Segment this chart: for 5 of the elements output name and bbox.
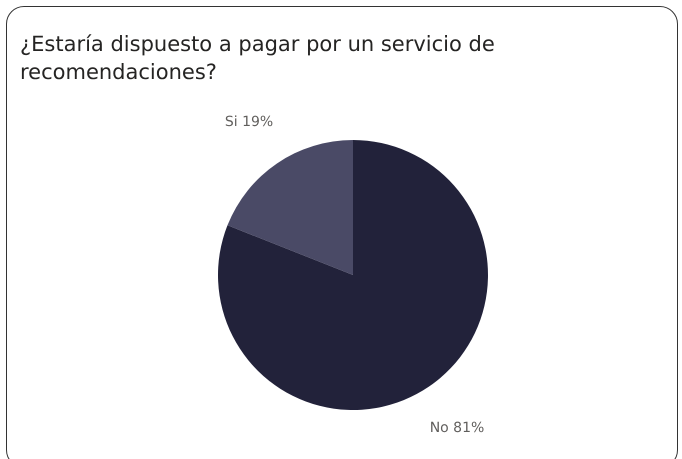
- pie-slice: [227, 140, 353, 275]
- pie-slice: [218, 140, 488, 410]
- chart-title: ¿Estaría dispuesto a pagar por un servicio de recomendaciones?: [20, 31, 496, 86]
- slice-label: Si 19%: [224, 114, 274, 130]
- slice-label: No 81%: [430, 420, 484, 436]
